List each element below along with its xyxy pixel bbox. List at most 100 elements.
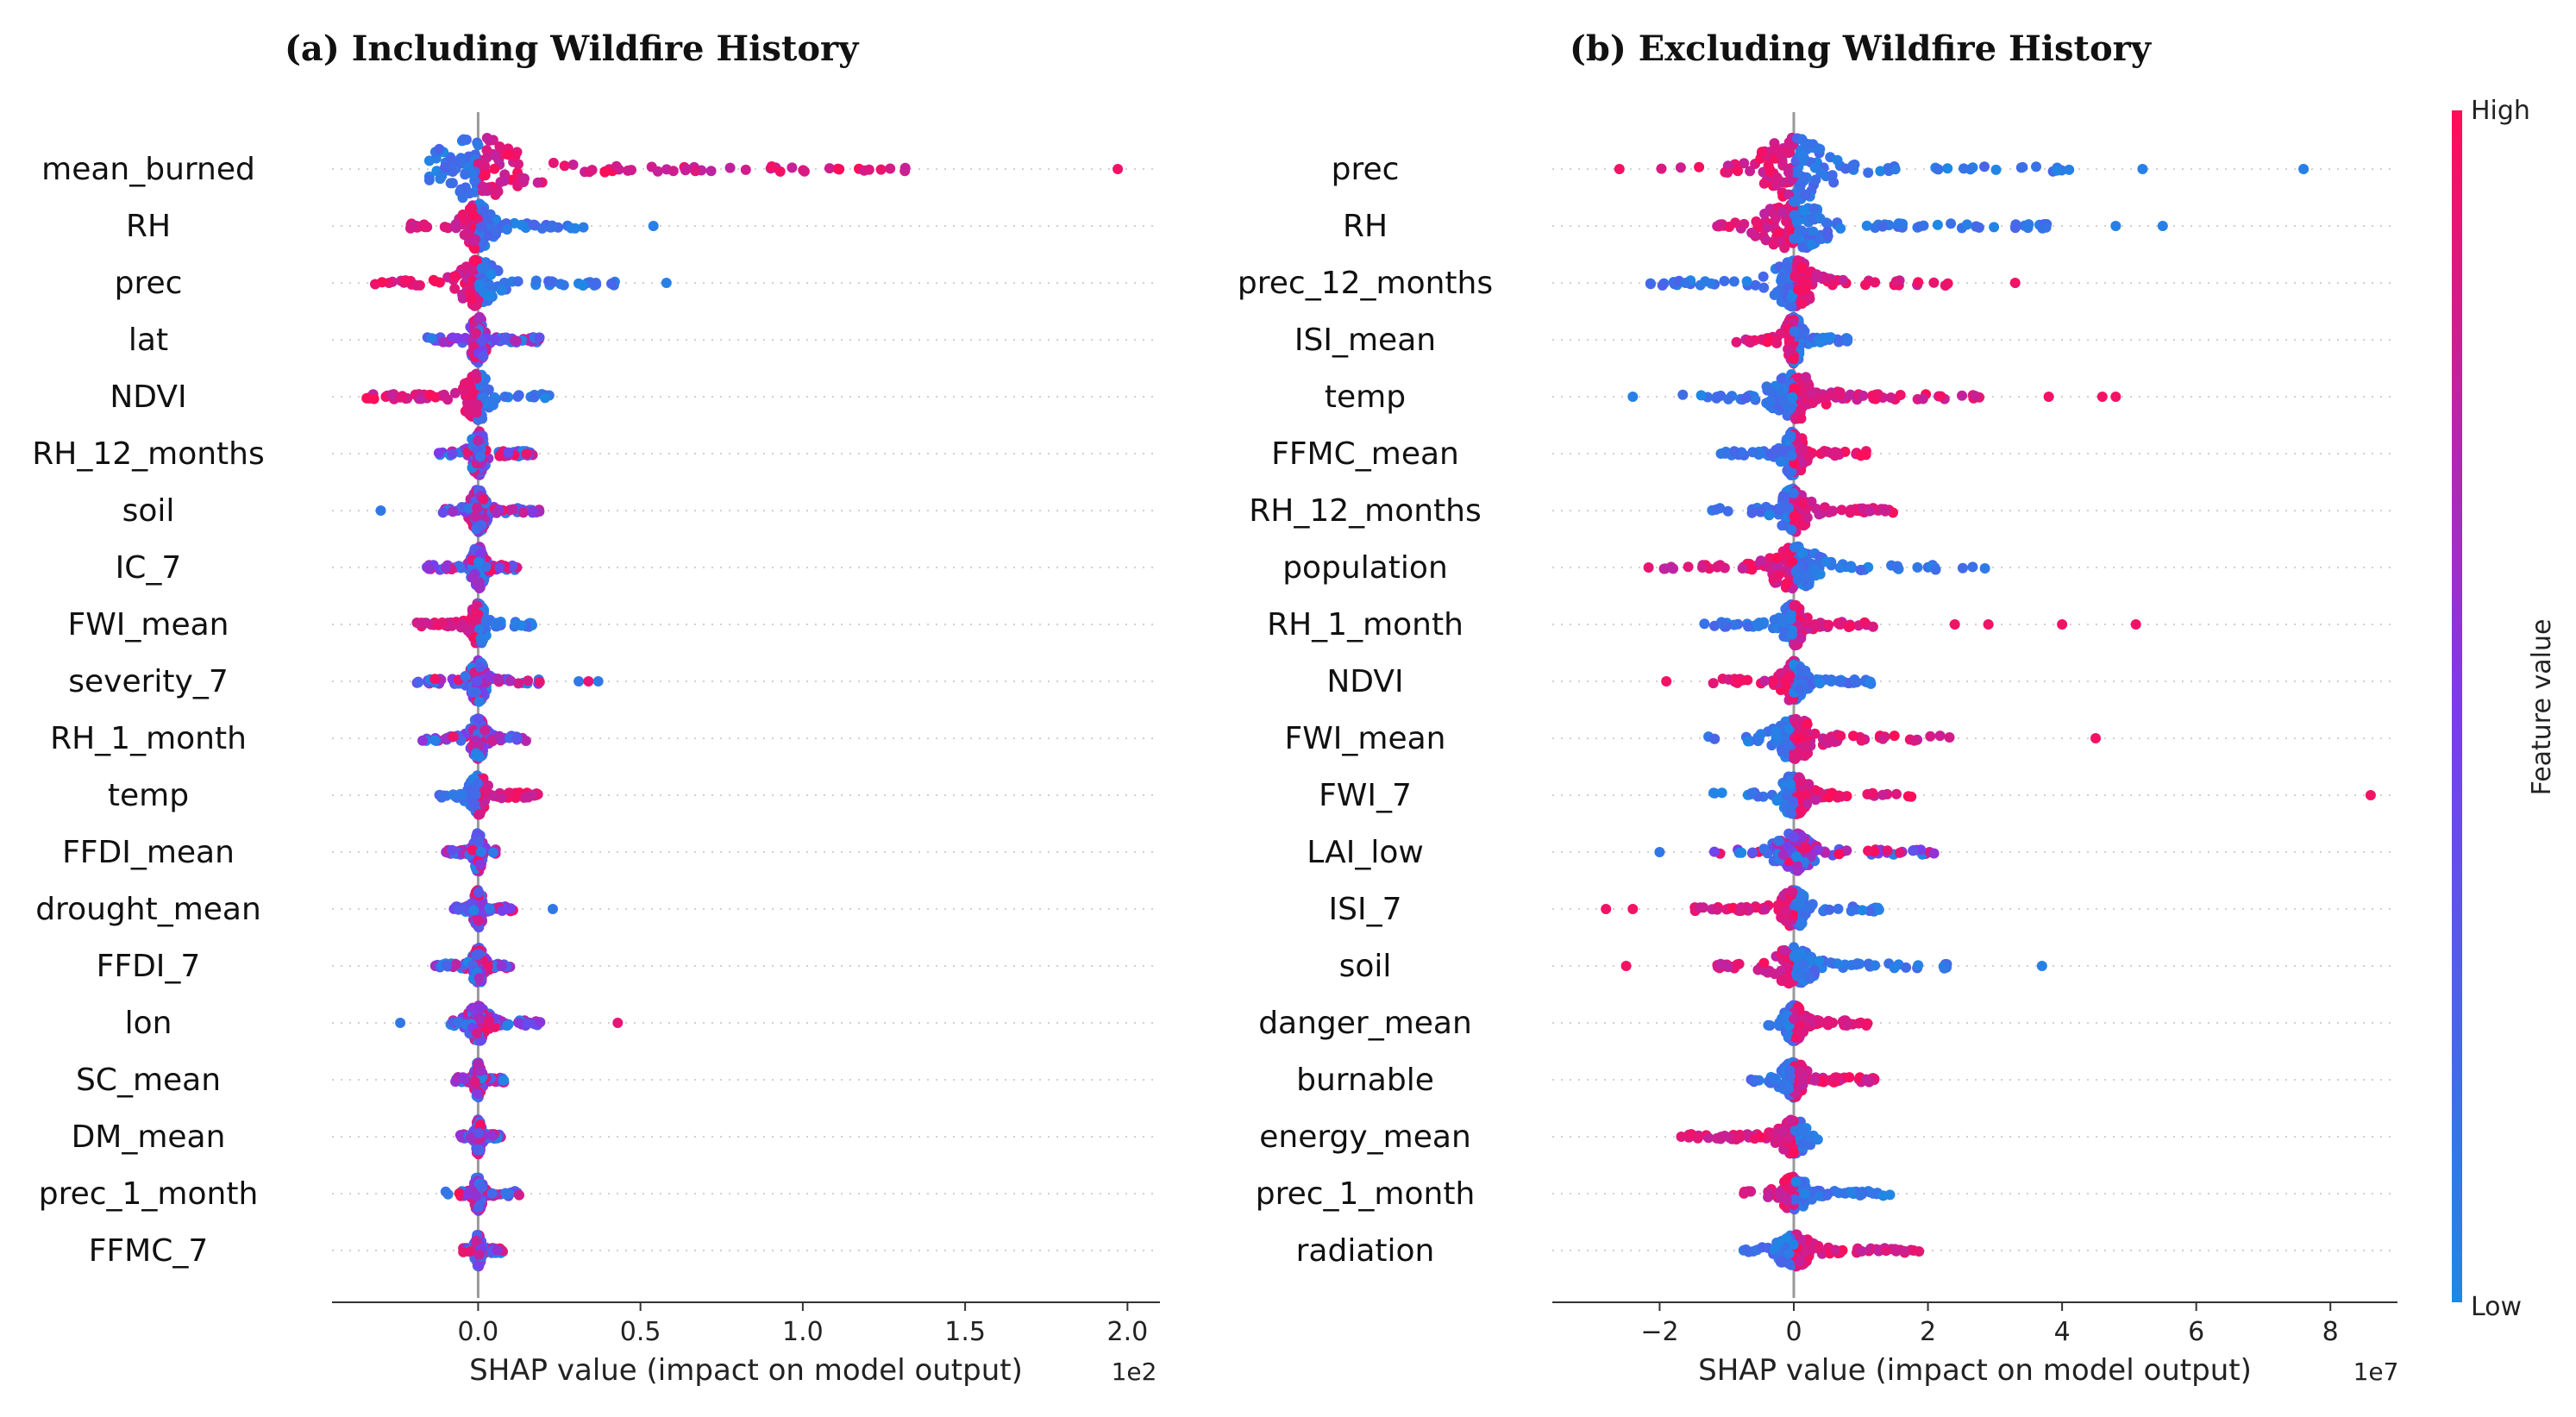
shap-dot xyxy=(1750,279,1761,291)
shap-dot xyxy=(506,561,517,572)
shap-dot xyxy=(1813,271,1824,281)
shap-dot xyxy=(740,164,751,175)
shap-dot xyxy=(1719,275,1730,286)
shap-dot xyxy=(1706,278,1717,289)
shap-dot xyxy=(1645,279,1656,290)
panel-a-dots xyxy=(361,133,1124,1272)
shap-outlier-dot xyxy=(2097,392,2108,402)
shap-dot xyxy=(1823,619,1834,630)
shap-outlier-dot xyxy=(2157,221,2168,231)
feature-label: FWI_mean xyxy=(67,607,229,643)
shap-dot xyxy=(490,335,501,346)
shap-dot xyxy=(1846,561,1857,572)
shap-dot xyxy=(462,399,473,411)
shap-dot xyxy=(1835,730,1846,742)
shap-dot xyxy=(1771,179,1782,191)
shap-dot xyxy=(1845,507,1856,518)
shap-dot xyxy=(489,150,500,161)
shap-dot xyxy=(1880,505,1891,517)
shap-dot xyxy=(1891,788,1902,799)
shap-dot xyxy=(559,160,570,172)
shap-dot xyxy=(502,1020,513,1031)
shap-dot xyxy=(1656,163,1667,174)
shap-dot xyxy=(483,1017,494,1028)
shap-outlier-dot xyxy=(2110,221,2122,231)
shap-dot xyxy=(429,735,441,746)
shap-dot xyxy=(473,435,484,446)
shap-dot xyxy=(2015,162,2027,173)
shap-dot xyxy=(472,502,483,513)
shap-dot xyxy=(1989,222,2000,233)
shap-dot xyxy=(1758,282,1770,293)
shap-outlier-dot xyxy=(2365,790,2376,800)
shap-dot xyxy=(1789,600,1800,611)
shap-dot xyxy=(473,915,484,926)
shap-dot xyxy=(1796,777,1807,788)
shap-dot xyxy=(885,163,896,174)
shap-dot xyxy=(1786,629,1797,640)
shap-dot xyxy=(1697,562,1708,573)
shap-dot xyxy=(464,287,475,298)
shap-dot xyxy=(1786,301,1797,312)
shap-dot xyxy=(448,789,459,800)
shap-dot xyxy=(513,159,523,170)
shap-dot xyxy=(433,448,444,459)
shap-dot xyxy=(1660,563,1670,574)
shap-dot xyxy=(473,579,484,590)
shap-dot xyxy=(450,219,461,229)
shap-dot xyxy=(1789,511,1800,522)
shap-dot xyxy=(532,177,543,188)
shap-dot xyxy=(1796,135,1808,146)
shap-dot xyxy=(473,624,485,635)
shap-dot xyxy=(1743,621,1754,632)
shap-dot xyxy=(1777,549,1789,561)
shap-dot xyxy=(473,973,485,984)
shap-dot xyxy=(417,735,428,746)
shap-dot xyxy=(449,156,461,167)
shap-dot xyxy=(512,276,523,287)
shap-dot xyxy=(466,1132,477,1143)
shap-dot xyxy=(479,724,491,736)
shap-dot xyxy=(1786,450,1797,461)
shap-dot xyxy=(1865,676,1876,687)
feature-label: soil xyxy=(122,493,175,529)
shap-dot xyxy=(2051,165,2062,176)
shap-dot xyxy=(1744,335,1755,346)
shap-dot xyxy=(475,633,486,644)
shap-dot xyxy=(437,507,448,518)
shap-dot xyxy=(520,736,531,746)
shap-dot xyxy=(1771,213,1782,224)
shap-outlier-dot xyxy=(2057,619,2068,630)
shap-dot xyxy=(494,730,505,742)
shap-dot xyxy=(1722,167,1733,178)
shap-dot xyxy=(1789,753,1801,764)
shap-dot xyxy=(429,674,441,685)
panel-a-gridlines xyxy=(332,168,1160,1251)
shap-dot xyxy=(1928,277,1940,288)
shap-dot xyxy=(473,809,485,820)
shap-dot xyxy=(1739,218,1750,229)
shap-dot xyxy=(2040,222,2052,233)
shap-dot xyxy=(1942,163,1953,174)
shap-dot xyxy=(434,277,445,288)
shap-dot xyxy=(473,158,484,169)
shap-dot xyxy=(496,285,507,296)
shap-dot xyxy=(1723,393,1734,404)
shap-dot xyxy=(1809,619,1821,630)
shap-dot xyxy=(460,169,471,180)
shap-dot xyxy=(1944,732,1955,743)
shap-dot xyxy=(1858,390,1869,401)
shap-dot xyxy=(1935,391,1946,402)
shap-dot xyxy=(2022,223,2034,234)
shap-dot xyxy=(591,278,601,288)
shap-dot xyxy=(1786,467,1797,477)
shap-dot xyxy=(447,844,458,856)
shap-dot xyxy=(2009,223,2021,234)
shap-dot xyxy=(1777,396,1789,407)
shap-dot xyxy=(1877,221,1888,232)
shap-dot xyxy=(875,164,887,175)
shap-dot xyxy=(495,177,506,187)
shap-dot xyxy=(1777,520,1788,531)
shap-dot xyxy=(474,661,486,673)
